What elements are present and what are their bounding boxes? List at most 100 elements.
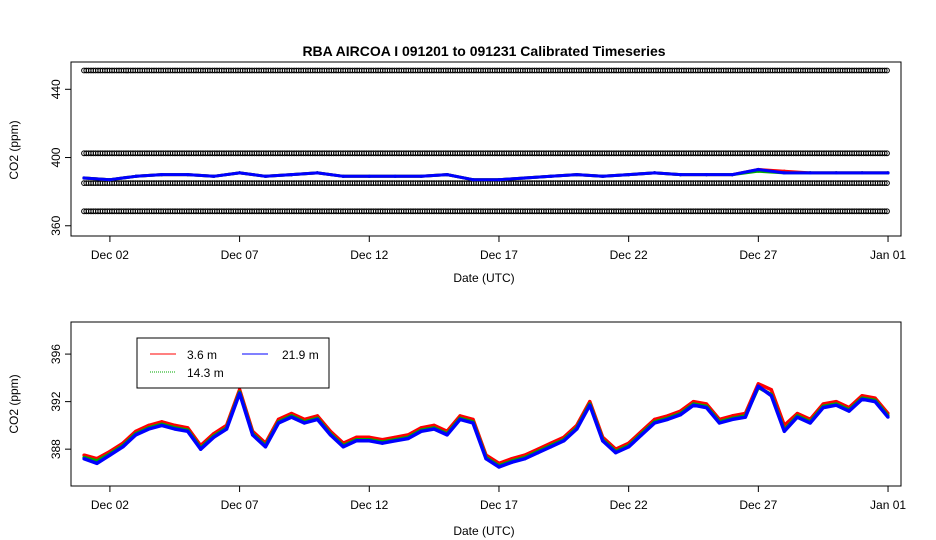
bottom-data-point (458, 414, 462, 418)
bottom-data-point (134, 433, 138, 437)
bottom-data-point (821, 406, 825, 410)
bottom-data-point (380, 441, 384, 445)
reference-point (884, 208, 890, 215)
bottom-data-point (808, 421, 812, 425)
top-x-tick-label: Dec 17 (480, 248, 518, 262)
bottom-data-point (393, 439, 397, 443)
reference-ref-lower (81, 180, 890, 187)
top-data-point (419, 174, 423, 178)
bottom-data-point (95, 461, 99, 465)
top-data-point (575, 173, 579, 177)
bottom-series-21-9-m (82, 384, 890, 469)
bottom-y-tick-label: 392 (49, 391, 63, 411)
legend-label-14-3m: 14.3 m (187, 366, 224, 380)
bottom-data-point (704, 406, 709, 410)
bottom-data-point (666, 417, 670, 421)
bottom-data-point (691, 403, 696, 407)
top-data-point (367, 174, 371, 178)
bottom-data-point (795, 411, 799, 416)
bottom-data-point (225, 427, 229, 431)
bottom-x-tick-label: Dec 27 (739, 498, 777, 512)
bottom-y-axis-label: CO2 (ppm) (7, 374, 21, 433)
legend: 3.6 m 14.3 m 21.9 m (136, 337, 330, 389)
bottom-data-point (588, 403, 592, 407)
reference-point (881, 208, 888, 215)
bottom-data-point (251, 433, 255, 437)
bottom-data-point (834, 403, 838, 407)
bottom-data-point (769, 388, 773, 392)
bottom-data-point (510, 460, 514, 464)
bottom-data-point (289, 415, 294, 419)
bottom-data-point (82, 457, 86, 461)
top-data-point (834, 171, 838, 175)
bottom-data-point (860, 397, 864, 401)
bottom-data-point (432, 427, 436, 431)
bottom-data-point (276, 421, 281, 425)
bottom-data-point (147, 427, 151, 431)
legend-label-3-6m: 3.6 m (187, 348, 217, 362)
bottom-data-point (199, 447, 203, 451)
reference-point (881, 67, 888, 74)
top-x-axis: Dec 02 Dec 07 Dec 12 Dec 17 Dec 22 Dec 27 Jan … (91, 235, 906, 262)
bottom-data-point (717, 421, 722, 425)
bottom-data-point (289, 411, 294, 416)
top-data-point (808, 171, 812, 175)
top-data-point (601, 174, 605, 178)
bottom-x-tick-label: Dec 12 (350, 498, 388, 512)
bottom-data-point (406, 436, 410, 441)
top-x-tick-label: Dec 12 (350, 248, 388, 262)
top-data-point (730, 173, 735, 177)
top-y-axis-label: CO2 (ppm) (7, 120, 21, 179)
top-data-point (523, 176, 527, 180)
bottom-data-point (328, 433, 332, 437)
top-data-point (497, 178, 501, 182)
bottom-data-point (497, 465, 501, 469)
top-data-point (653, 171, 657, 175)
top-x-tick-label: Dec 07 (221, 248, 259, 262)
bottom-series-line (83, 384, 890, 469)
top-data-point (160, 173, 164, 177)
bottom-data-point (160, 420, 164, 424)
bottom-data-point (601, 439, 605, 443)
bottom-data-point (523, 457, 527, 461)
top-data-point (341, 174, 345, 178)
top-data-point (238, 171, 242, 175)
top-y-axis: 360 400 440 (49, 79, 72, 236)
bottom-data-point (367, 439, 371, 443)
reference-point (881, 180, 888, 187)
bottom-data-point (536, 451, 540, 455)
bottom-data-point (549, 445, 553, 449)
bottom-data-point (756, 382, 760, 386)
bottom-y-tick-label: 396 (49, 344, 63, 364)
bottom-data-point (873, 400, 877, 404)
reference-point (884, 150, 890, 157)
bottom-data-point (588, 400, 592, 404)
bottom-data-point (238, 388, 242, 392)
reference-point (884, 180, 890, 187)
bottom-series-line (83, 382, 890, 466)
bottom-data-point (653, 421, 657, 425)
bottom-panel: Dec 02 Dec 07 Dec 12 Dec 17 Dec 22 Dec 27 Jan … (7, 321, 906, 538)
legend-box (136, 337, 330, 389)
bottom-data-point (769, 394, 773, 398)
bottom-data-point (795, 415, 799, 419)
bottom-x-tick-label: Dec 07 (221, 498, 259, 512)
top-series-line (83, 168, 888, 182)
bottom-data-point (640, 433, 644, 437)
bottom-data-point (173, 427, 177, 431)
top-series (82, 167, 890, 182)
bottom-data-point (886, 415, 890, 419)
bottom-data-point (445, 433, 449, 437)
bottom-data-point (562, 439, 566, 443)
bottom-x-tick-label: Jan 01 (870, 498, 906, 512)
bottom-x-axis-label: Date (UTC) (453, 524, 514, 538)
bottom-data-point (108, 453, 112, 457)
top-x-tick-label: Dec 27 (739, 248, 777, 262)
legend-label-21-9m: 21.9 m (282, 348, 319, 362)
bottom-data-point (302, 421, 306, 425)
top-y-tick-label: 440 (49, 79, 63, 99)
bottom-data-point (186, 429, 190, 433)
top-data-point (393, 174, 397, 178)
bottom-data-point (160, 423, 164, 427)
